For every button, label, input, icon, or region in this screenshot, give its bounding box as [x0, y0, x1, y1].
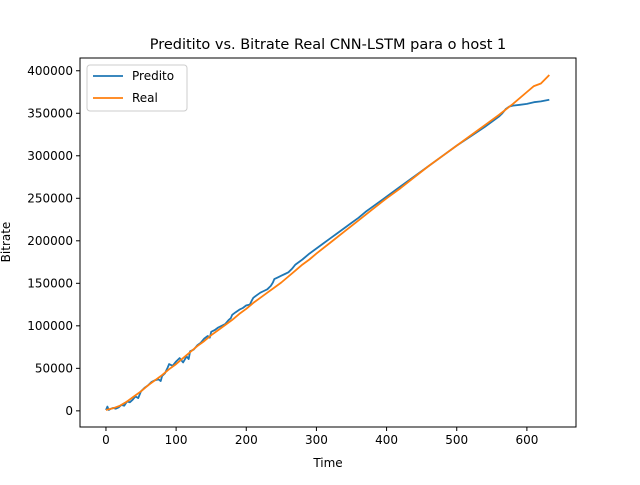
- plot-frame: [79, 57, 577, 428]
- y-tick-label: 300000: [27, 149, 73, 163]
- legend-label-predito: Predito: [132, 69, 174, 83]
- plot-area: [105, 74, 550, 411]
- x-tick-label: 400: [375, 433, 398, 447]
- x-tick-label: 500: [445, 433, 468, 447]
- y-tick-label: 200000: [27, 234, 73, 248]
- series-line-predito: [105, 98, 550, 411]
- x-axis: 0 100 200 300 400 500 600: [102, 427, 538, 447]
- legend-label-real: Real: [132, 91, 158, 105]
- y-axis: 0 50000 100000 150000 200000 250000 300000 3500…: [27, 64, 80, 418]
- x-tick-label: 0: [102, 433, 110, 447]
- y-axis-label: Bitrate: [0, 222, 13, 263]
- x-tick-label: 200: [235, 433, 258, 447]
- x-tick-label: 600: [515, 433, 538, 447]
- y-tick-label: 150000: [27, 276, 73, 290]
- series-line-real: [105, 74, 550, 411]
- y-tick-label: 250000: [27, 191, 73, 205]
- x-axis-label: Time: [312, 456, 342, 470]
- y-tick-label: 0: [65, 404, 73, 418]
- y-tick-label: 350000: [27, 106, 73, 120]
- x-tick-label: 100: [165, 433, 188, 447]
- y-tick-label: 50000: [35, 361, 73, 375]
- y-tick-label: 400000: [27, 64, 73, 78]
- x-tick-label: 300: [305, 433, 328, 447]
- chart-title: Preditito vs. Bitrate Real CNN-LSTM para…: [150, 37, 507, 53]
- legend: Predito Real: [86, 64, 188, 112]
- y-tick-label: 100000: [27, 319, 73, 333]
